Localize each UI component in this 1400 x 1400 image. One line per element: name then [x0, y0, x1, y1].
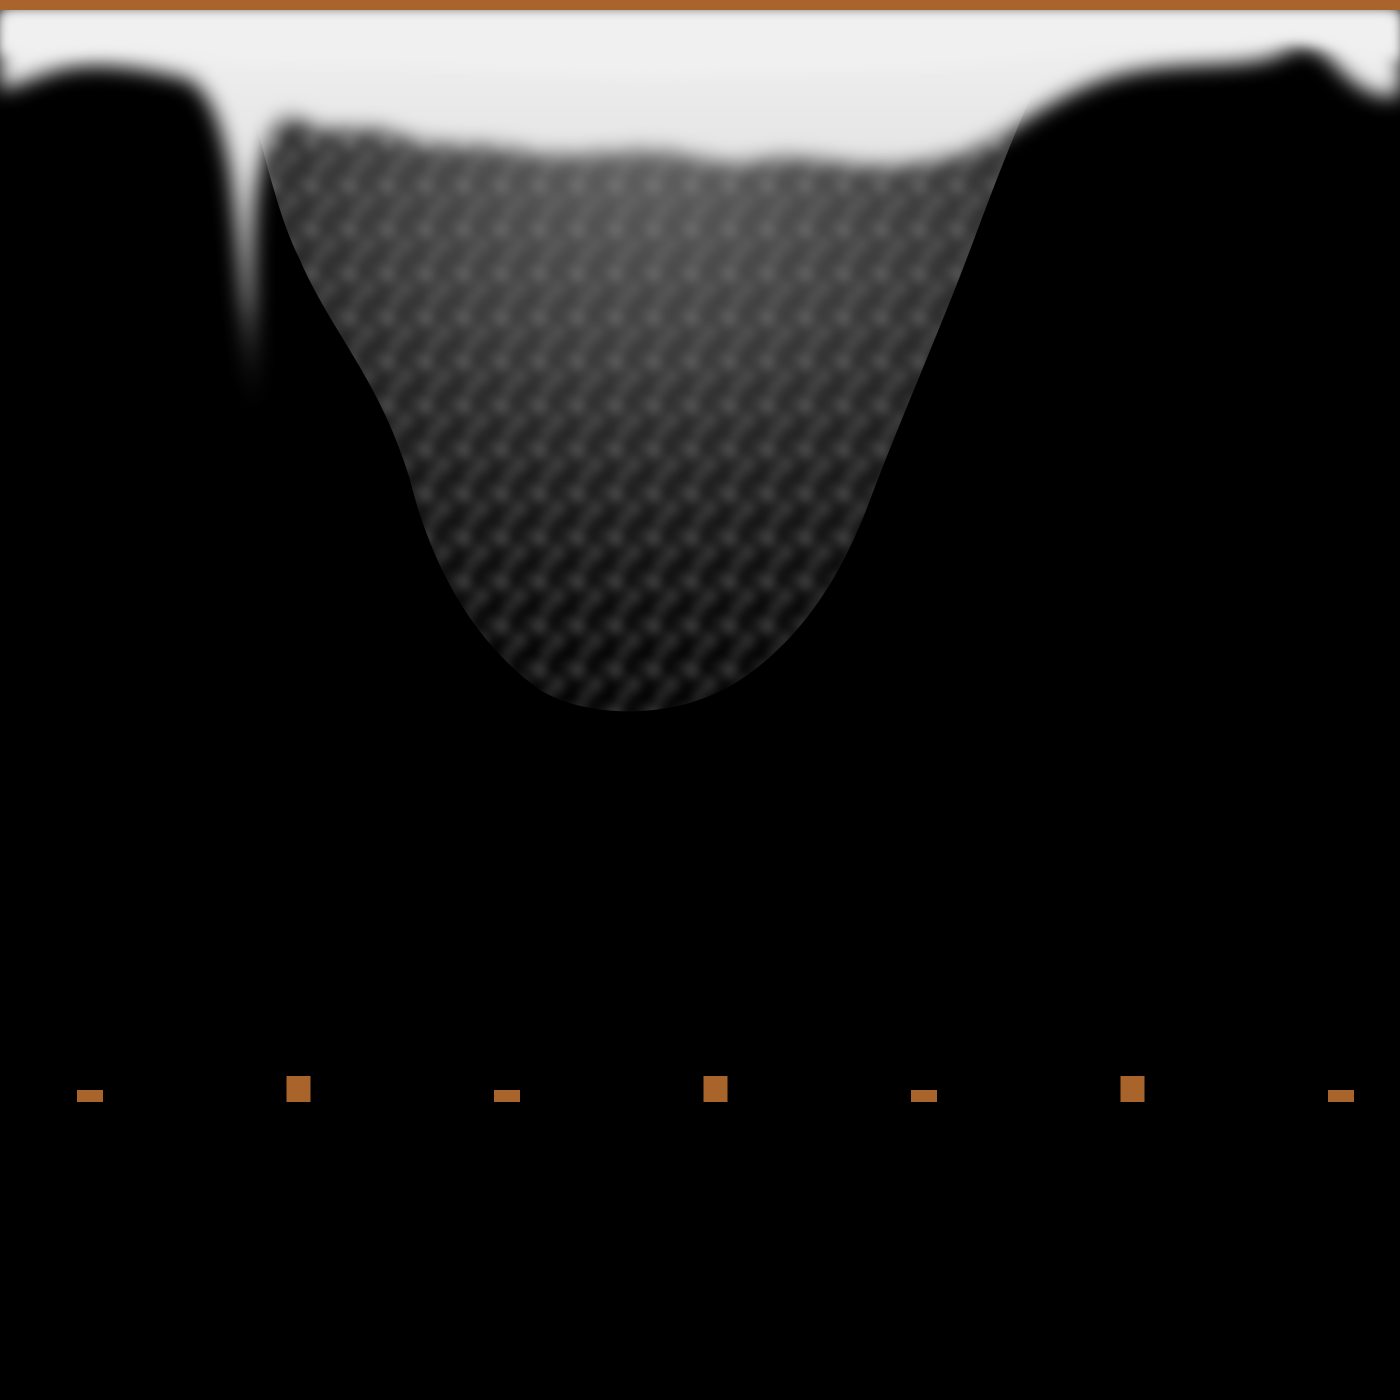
top-marker-bar [0, 0, 1400, 10]
depth-marker-minor [1328, 1090, 1354, 1102]
depth-marker-minor [911, 1090, 937, 1102]
depth-marker-major [1120, 1076, 1145, 1102]
depth-marker-major [703, 1076, 728, 1102]
depth-marker-minor [494, 1090, 520, 1102]
depth-marker-major [286, 1076, 311, 1102]
depth-scale-markers [77, 1076, 1354, 1102]
depth-marker-minor [77, 1090, 103, 1102]
